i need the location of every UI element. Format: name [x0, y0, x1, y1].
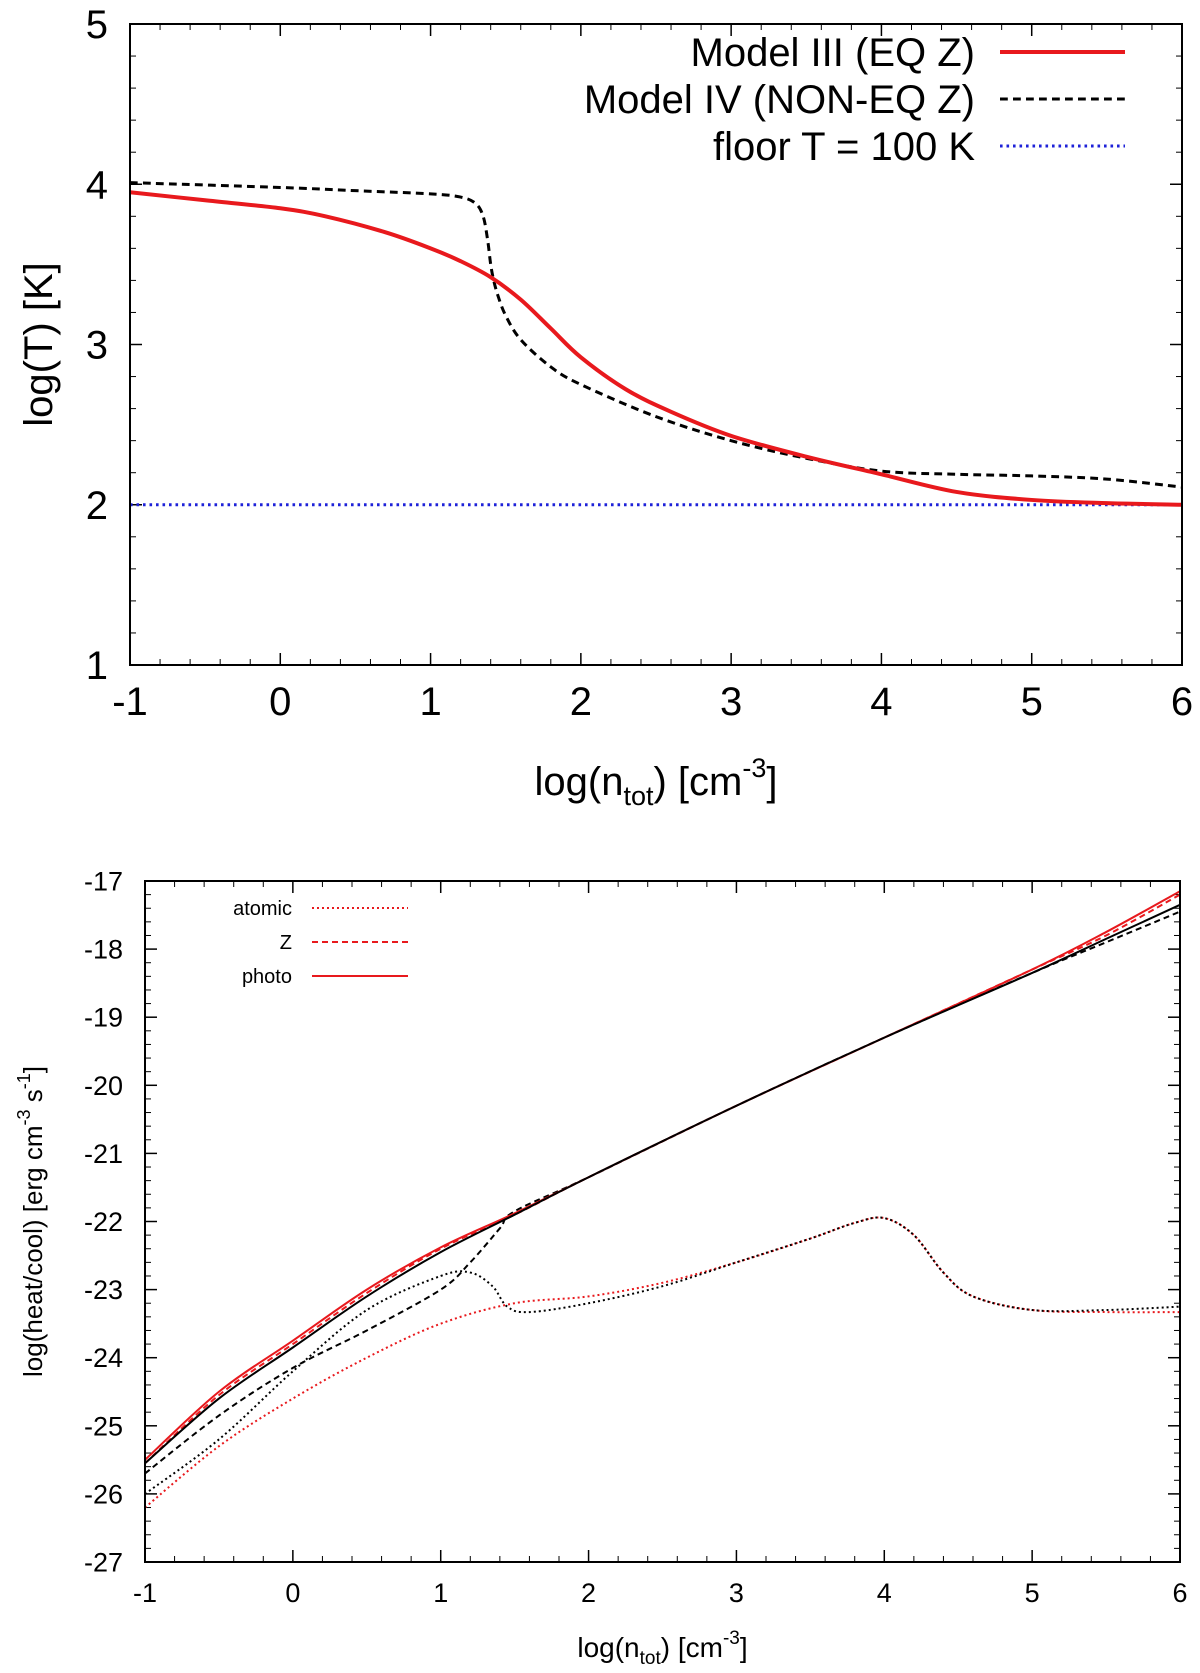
top-chart-legend: Model III (EQ Z)Model IV (NON-EQ Z)floor…: [584, 31, 1125, 169]
series-line-atomic: [144, 1216, 1181, 1509]
y-tick-label: 1: [86, 644, 108, 688]
top-chart-frame: [129, 23, 1183, 666]
y-tick-label: -23: [84, 1275, 123, 1305]
legend-label: floor T = 100 K: [713, 125, 975, 169]
y-tick-label: -20: [84, 1071, 123, 1101]
y-tick-label: 5: [86, 3, 108, 47]
series-line-z-model-iv: [144, 910, 1181, 1475]
series-line-z: [144, 893, 1181, 1464]
x-tick-label: 5: [1021, 680, 1043, 724]
x-tick-label: -1: [133, 1578, 157, 1608]
top-chart-series: [129, 181, 1183, 507]
x-tick-label: 2: [570, 680, 592, 724]
x-tick-label: 0: [269, 680, 291, 724]
y-tick-label: -17: [84, 866, 123, 896]
legend-label: photo: [242, 966, 292, 988]
y-tick-label: -19: [84, 1003, 123, 1033]
series-line-photo-model-iv: [144, 903, 1181, 1465]
x-tick-label: 0: [285, 1578, 300, 1608]
x-tick-label: 1: [433, 1578, 448, 1608]
series-line-model-iv-non-eq-z: [129, 181, 1183, 489]
y-tick-label: -25: [84, 1411, 123, 1441]
y-tick-label: -26: [84, 1479, 123, 1509]
legend-label: Model IV (NON-EQ Z): [584, 78, 975, 122]
y-tick-label: -22: [84, 1207, 123, 1237]
y-tick-label: -21: [84, 1139, 123, 1169]
top-chart-panel: -1 0 1 2 3 4 5 6 1 2 3 4 5 Model III (EQ Z)Model IV …: [17, 3, 1193, 811]
x-tick-label: -1: [112, 680, 148, 724]
legend-label: atomic: [233, 898, 292, 920]
bottom-chart-y-axis-label: log(heat/cool) [erg cm-3 s-1]: [14, 1066, 48, 1377]
x-tick-label: 6: [1172, 1578, 1187, 1608]
bottom-chart-x-axis-label: log(ntot) [cm-3]: [577, 1628, 747, 1669]
y-tick-label: -24: [84, 1343, 123, 1373]
y-tick-label: 4: [86, 163, 108, 207]
series-line-model-iii-eq-z: [129, 190, 1183, 507]
x-tick-label: 2: [581, 1578, 596, 1608]
x-tick-label: 1: [419, 680, 441, 724]
legend-label: Model III (EQ Z): [691, 31, 976, 75]
x-tick-label: 3: [729, 1578, 744, 1608]
x-tick-label: 5: [1025, 1578, 1040, 1608]
bottom-chart-panel: -1 0 1 2 3 4 5 6 -27 -26 -25 -24 -23 -22 -21 -20 -19 -18 -…: [14, 866, 1188, 1669]
y-tick-label: -27: [84, 1547, 123, 1577]
bottom-chart-frame: [144, 880, 1181, 1563]
y-tick-label: 3: [86, 324, 108, 368]
x-tick-label: 3: [720, 680, 742, 724]
x-tick-label: 4: [870, 680, 892, 724]
x-tick-label: 6: [1171, 680, 1193, 724]
x-tick-label: 4: [877, 1578, 892, 1608]
top-chart-y-axis-label: log(T) [K]: [17, 262, 61, 426]
y-tick-label: -18: [84, 935, 123, 965]
bottom-chart-series: [144, 890, 1181, 1509]
legend-label: Z: [280, 932, 292, 954]
y-tick-label: 2: [86, 484, 108, 528]
top-chart-x-axis-label: log(ntot) [cm-3]: [535, 753, 778, 811]
bottom-chart-ticks: -1 0 1 2 3 4 5 6 -27 -26 -25 -24 -23 -22 -21 -20 -19 -18 -…: [84, 866, 1188, 1608]
top-chart-ticks: -1 0 1 2 3 4 5 6 1 2 3 4 5: [86, 3, 1193, 724]
series-line-atomic-model-iv: [144, 1216, 1181, 1495]
